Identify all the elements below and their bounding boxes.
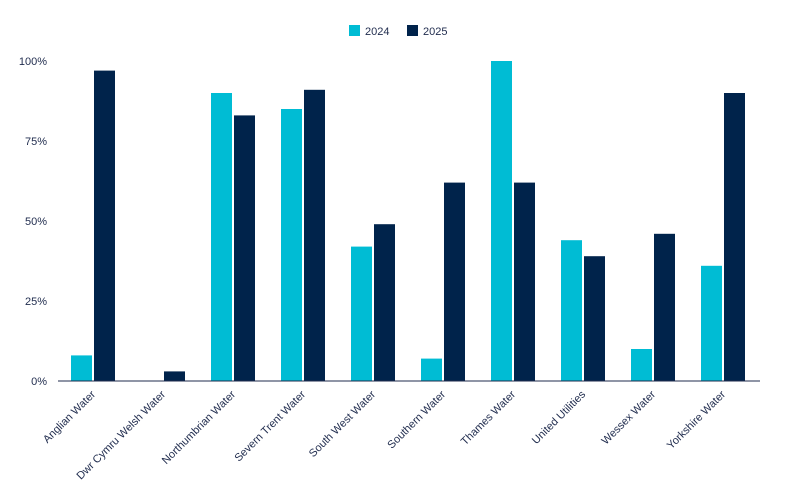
- bar-2025-5: [444, 182, 465, 381]
- y-tick-label: 0%: [31, 376, 47, 388]
- bar-2025-6: [514, 182, 535, 381]
- bar-2025-7: [584, 256, 605, 381]
- bar-2024-5: [421, 358, 442, 381]
- legend-label-2024: 2024: [365, 26, 389, 38]
- bar-2024-6: [491, 61, 512, 381]
- x-tick-label: Northumbrian Water: [160, 388, 238, 466]
- y-tick-label: 25%: [25, 296, 47, 308]
- bar-2024-9: [701, 265, 722, 381]
- bar-2024-4: [351, 246, 372, 381]
- legend-swatch-2024: [349, 25, 360, 36]
- x-tick-label: Yorkshire Water: [665, 388, 728, 451]
- bar-2025-4: [374, 224, 395, 381]
- y-tick-label: 50%: [25, 216, 47, 228]
- x-tick-label: Severn Trent Water: [232, 388, 308, 464]
- legend: 2024 2025: [349, 25, 447, 38]
- y-axis: 0% 25% 50% 75% 100%: [19, 56, 47, 388]
- bar-2024-0: [71, 355, 92, 381]
- bar-2025-8: [654, 233, 675, 381]
- bars: [71, 61, 745, 382]
- bar-2025-2: [234, 115, 255, 382]
- bar-2025-1: [164, 371, 185, 381]
- bar-2025-3: [304, 89, 325, 382]
- bar-2025-9: [724, 93, 745, 381]
- legend-label-2025: 2025: [423, 26, 447, 38]
- x-tick-label: United Utilities: [530, 388, 589, 447]
- legend-swatch-2025: [407, 25, 418, 36]
- bar-2024-8: [631, 349, 652, 381]
- bar-2024-2: [211, 93, 232, 381]
- y-tick-label: 100%: [19, 56, 47, 68]
- y-tick-label: 75%: [25, 136, 47, 148]
- x-tick-label: Southern Water: [385, 388, 448, 451]
- x-tick-label: Thames Water: [459, 388, 518, 447]
- bar-2025-0: [94, 70, 115, 381]
- x-tick-label: Anglian Water: [41, 388, 98, 445]
- bar-2024-7: [561, 240, 582, 381]
- x-tick-label: South West Water: [307, 388, 378, 459]
- x-tick-label: Wessex Water: [599, 388, 658, 447]
- bar-2024-3: [281, 109, 302, 381]
